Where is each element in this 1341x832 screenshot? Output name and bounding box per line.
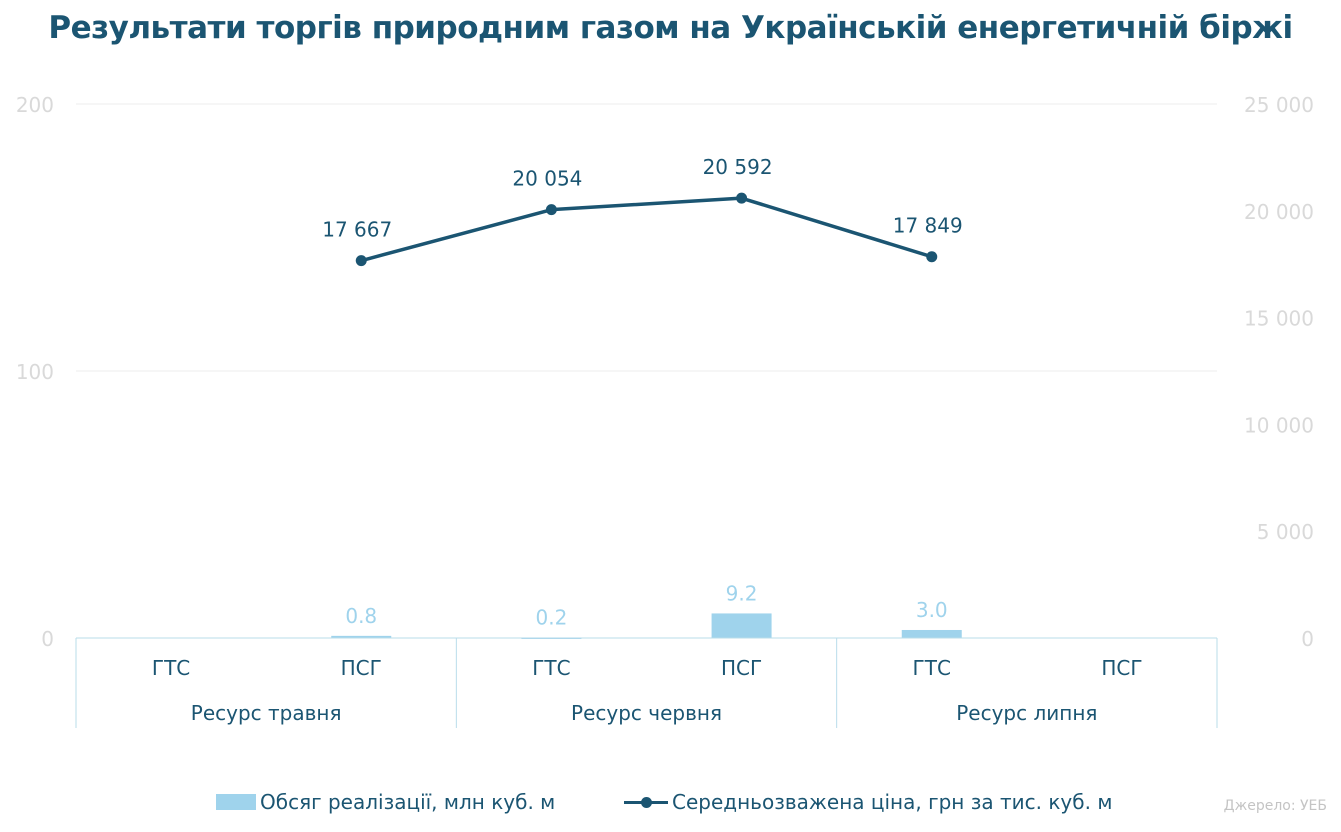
legend-item-line: Середньозважена ціна, грн за тис. куб. м bbox=[624, 790, 1112, 814]
category-label: ПСГ bbox=[1101, 656, 1142, 680]
right-tick-label: 25 000 bbox=[1244, 93, 1314, 117]
right-tick-label: 10 000 bbox=[1244, 413, 1314, 437]
bar-data-label: 9.2 bbox=[726, 581, 758, 605]
category-label: ГТС bbox=[532, 656, 570, 680]
price-point bbox=[545, 204, 557, 216]
right-tick-label: 0 bbox=[1301, 627, 1314, 651]
bar bbox=[331, 635, 392, 638]
category-label: ГТС bbox=[152, 656, 190, 680]
group-label: Ресурс червня bbox=[571, 701, 722, 725]
chart-title: Результати торгів природним газом на Укр… bbox=[48, 10, 1293, 46]
bar bbox=[711, 613, 772, 638]
price-line bbox=[360, 196, 933, 263]
price-data-label: 17 849 bbox=[893, 214, 963, 238]
price-point bbox=[926, 251, 938, 263]
left-tick-label: 200 bbox=[16, 93, 54, 117]
left-tick-label: 0 bbox=[41, 627, 54, 651]
category-label: ПСГ bbox=[721, 656, 762, 680]
legend-line-swatch bbox=[624, 794, 668, 810]
bar-data-label: 0.8 bbox=[345, 604, 377, 628]
right-tick-label: 5 000 bbox=[1257, 520, 1314, 544]
category-label: ПСГ bbox=[341, 656, 382, 680]
category-label: ГТС bbox=[913, 656, 951, 680]
right-tick-label: 20 000 bbox=[1244, 200, 1314, 224]
price-data-label: 20 054 bbox=[512, 167, 582, 191]
source-note: Джерело: УЕБ bbox=[1223, 798, 1327, 814]
group-label: Ресурс травня bbox=[191, 701, 342, 725]
legend-item-bar: Обсяг реалізації, млн куб. м bbox=[216, 790, 555, 814]
chart-area: 0 100 200 0 5 000 10 000 15 000 20 000 25 000 0.8… bbox=[16, 93, 1314, 728]
legend-bar-label: Обсяг реалізації, млн куб. м bbox=[260, 790, 556, 814]
bar bbox=[901, 629, 962, 638]
price-point bbox=[736, 192, 748, 204]
legend: Обсяг реалізації, млн куб. м Середньозва… bbox=[0, 790, 1341, 820]
bar-data-label: 0.2 bbox=[536, 605, 568, 629]
price-point bbox=[355, 255, 367, 267]
group-label: Ресурс липня bbox=[956, 701, 1097, 725]
price-data-label: 17 667 bbox=[322, 218, 392, 242]
right-tick-label: 15 000 bbox=[1244, 307, 1314, 331]
left-tick-label: 100 bbox=[16, 360, 54, 384]
legend-bar-swatch bbox=[216, 794, 256, 810]
bar-data-label: 3.0 bbox=[916, 598, 948, 622]
price-data-label: 20 592 bbox=[703, 155, 773, 179]
legend-line-label: Середньозважена ціна, грн за тис. куб. м bbox=[672, 790, 1113, 814]
